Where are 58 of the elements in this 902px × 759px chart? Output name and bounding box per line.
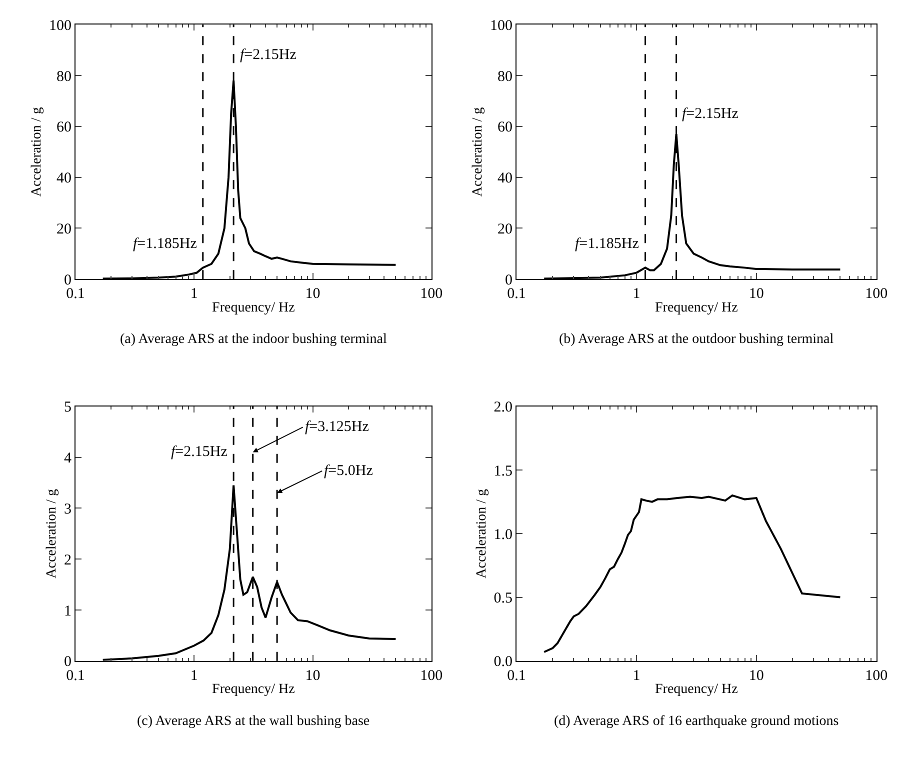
annotation: f=1.185Hz	[133, 236, 198, 252]
text: (a) Average ARS at the indoor bushing terminal	[120, 332, 387, 347]
y-tick-label: 80	[56, 68, 72, 85]
x-axis-title: Frequency/ Hz	[212, 300, 295, 316]
y-tick-label: 0.5	[494, 590, 512, 607]
annotation: f=1.185Hz	[575, 236, 640, 252]
x-axis-title: Frequency/ Hz	[655, 682, 738, 698]
y-axis-title: Acceleration / g	[474, 488, 490, 578]
x-tick-label: 0.1	[507, 668, 526, 684]
y-tick-label: 2	[64, 552, 72, 568]
y-tick-label: 1.5	[494, 463, 512, 480]
y-tick-label: 3	[64, 501, 72, 518]
x-tick-label: 1	[190, 286, 198, 302]
y-tick-label: 0.0	[494, 654, 512, 670]
annotation: f=2.15Hz	[171, 444, 228, 460]
x-tick-label: 100	[420, 286, 443, 302]
y-tick-label: 4	[64, 450, 72, 467]
x-tick-label: 1	[632, 286, 640, 302]
y-axis-title: Acceleration / g	[44, 488, 60, 578]
x-tick-label: 100	[865, 668, 888, 684]
x-tick-label: 0.1	[66, 668, 85, 684]
text: (d) Average ARS of 16 earthquake ground motions	[554, 714, 839, 729]
y-tick-label: 2.0	[494, 400, 512, 416]
x-tick-label: 100	[420, 668, 443, 684]
x-axis-title: Frequency/ Hz	[655, 300, 738, 316]
x-tick-label: 10	[305, 668, 320, 684]
y-tick-label: 40	[56, 170, 72, 187]
x-tick-label: 0.1	[507, 286, 526, 302]
x-axis-title: Frequency/ Hz	[212, 682, 295, 698]
annotation: f=3.125Hz	[305, 419, 370, 435]
y-tick-label: 60	[497, 120, 512, 136]
y-tick-label: 80	[497, 68, 512, 85]
y-axis-title: Acceleration / g	[470, 107, 486, 197]
y-tick-label: 20	[56, 221, 72, 238]
y-tick-label: 20	[497, 221, 512, 238]
x-tick-label: 10	[748, 286, 764, 302]
annotation: f=5.0Hz	[324, 463, 374, 479]
y-tick-label: 0	[504, 272, 512, 288]
x-tick-label: 1	[632, 668, 640, 684]
x-tick-label: 0.1	[66, 286, 85, 302]
y-tick-label: 0	[64, 654, 72, 670]
annotation: f=2.15Hz	[682, 106, 739, 122]
x-tick-label: 10	[748, 668, 764, 684]
text: (b) Average ARS at the outdoor bushing terminal	[559, 332, 834, 347]
y-tick-label: 1.0	[494, 526, 512, 543]
y-tick-label: 1	[64, 603, 72, 620]
y-axis-title: Acceleration / g	[30, 107, 45, 197]
y-tick-label: 100	[48, 18, 72, 34]
x-tick-label: 1	[190, 668, 198, 684]
y-tick-label: 0	[64, 272, 72, 288]
y-tick-label: 40	[497, 170, 512, 187]
y-tick-label: 100	[490, 18, 512, 34]
y-tick-label: 5	[64, 400, 72, 416]
x-tick-label: 10	[305, 286, 320, 302]
text: (c) Average ARS at the wall bushing base	[137, 714, 370, 729]
y-tick-label: 60	[56, 120, 72, 136]
x-tick-label: 100	[865, 286, 888, 302]
annotation: f=2.15Hz	[240, 47, 297, 63]
